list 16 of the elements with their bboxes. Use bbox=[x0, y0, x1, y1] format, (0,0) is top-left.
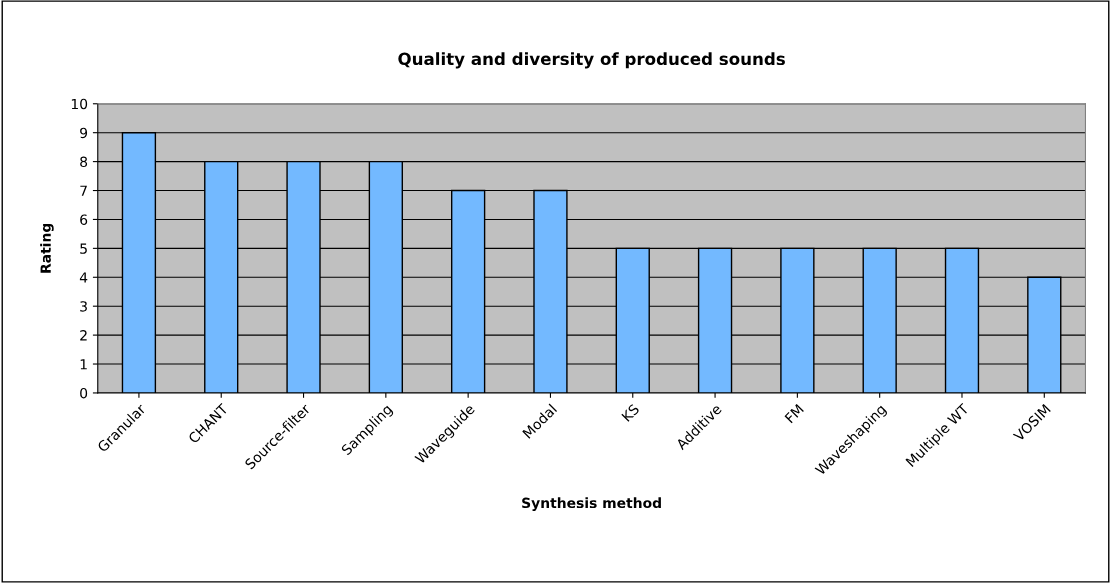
y-tick-label: 2 bbox=[80, 330, 87, 341]
y-tick-label: 10 bbox=[71, 98, 88, 110]
y-tick-label: 7 bbox=[80, 185, 87, 196]
y-tick-label: 1 bbox=[80, 359, 87, 370]
y-tick-label: 5 bbox=[80, 243, 87, 254]
y-tick-label: 4 bbox=[79, 272, 88, 283]
x-tick-label: FM bbox=[784, 403, 804, 424]
chart-title: Quality and diversity of produced sounds bbox=[398, 52, 785, 69]
y-tick-label: 8 bbox=[80, 156, 88, 168]
y-tick-label: 0 bbox=[80, 387, 88, 399]
y-tick-label: 6 bbox=[80, 214, 88, 225]
x-tick-label: KS bbox=[621, 403, 640, 422]
y-tick-label: 9 bbox=[80, 127, 88, 139]
x-axis-title: Synthesis method bbox=[522, 497, 661, 511]
y-axis-title: Rating bbox=[40, 223, 54, 273]
y-tick-label: 3 bbox=[80, 301, 87, 312]
